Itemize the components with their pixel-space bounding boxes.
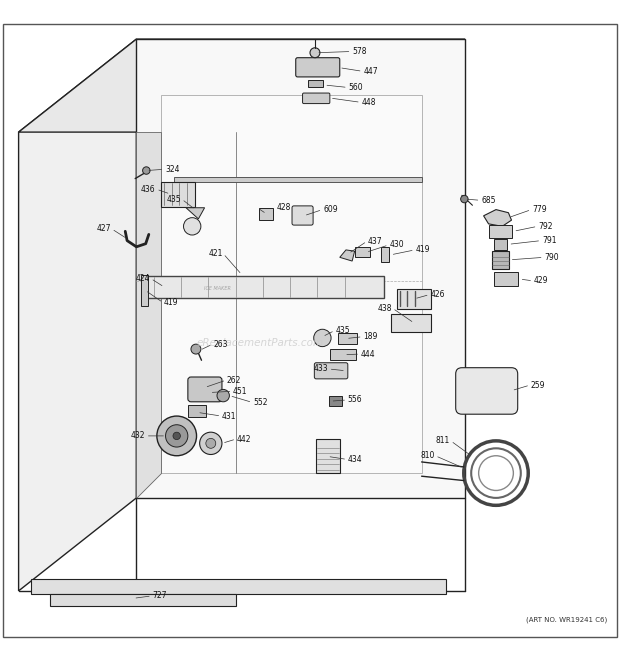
Bar <box>489 225 512 237</box>
Text: 779: 779 <box>532 205 547 214</box>
Text: 552: 552 <box>253 398 267 407</box>
Text: 444: 444 <box>361 350 376 358</box>
Polygon shape <box>161 95 422 473</box>
FancyBboxPatch shape <box>188 377 222 402</box>
Text: 263: 263 <box>213 340 228 348</box>
Text: ICE MAKER: ICE MAKER <box>203 286 231 291</box>
Polygon shape <box>50 594 236 606</box>
Bar <box>338 333 356 344</box>
Circle shape <box>206 438 216 448</box>
Text: 419: 419 <box>164 298 178 307</box>
Polygon shape <box>381 247 389 262</box>
FancyBboxPatch shape <box>292 206 313 225</box>
Text: 262: 262 <box>227 375 241 385</box>
Text: 430: 430 <box>389 241 404 249</box>
Text: 426: 426 <box>430 290 445 299</box>
Text: 427: 427 <box>97 224 111 233</box>
Circle shape <box>143 167 150 175</box>
Text: 792: 792 <box>538 222 552 231</box>
Bar <box>330 349 356 360</box>
Bar <box>355 247 370 257</box>
Text: 433: 433 <box>313 364 328 373</box>
Circle shape <box>200 432 222 455</box>
Text: 435: 435 <box>335 326 350 335</box>
Text: 428: 428 <box>277 203 291 212</box>
Text: 811: 811 <box>436 436 450 446</box>
Text: 791: 791 <box>542 236 556 245</box>
Polygon shape <box>484 210 512 226</box>
Text: 437: 437 <box>368 237 383 246</box>
Text: (ART NO. WR19241 C6): (ART NO. WR19241 C6) <box>526 617 608 623</box>
Text: 436: 436 <box>141 184 156 194</box>
Bar <box>316 439 340 473</box>
Text: 790: 790 <box>544 253 559 262</box>
FancyBboxPatch shape <box>296 58 340 77</box>
Text: 431: 431 <box>222 412 236 420</box>
Text: 435: 435 <box>166 194 181 204</box>
Bar <box>494 239 507 250</box>
Text: 189: 189 <box>363 332 378 341</box>
Polygon shape <box>19 39 136 591</box>
Text: 556: 556 <box>348 395 363 405</box>
FancyBboxPatch shape <box>456 368 518 414</box>
Text: 424: 424 <box>136 274 150 283</box>
Polygon shape <box>340 250 355 261</box>
Text: 685: 685 <box>481 196 495 205</box>
Text: 432: 432 <box>131 432 145 440</box>
Text: 324: 324 <box>165 165 179 174</box>
Bar <box>329 396 342 406</box>
Bar <box>308 80 323 87</box>
Text: 438: 438 <box>378 303 392 313</box>
Text: 421: 421 <box>208 249 223 258</box>
Bar <box>259 208 273 220</box>
Text: 609: 609 <box>323 205 338 214</box>
Text: 448: 448 <box>361 98 376 107</box>
FancyBboxPatch shape <box>303 93 330 104</box>
Text: 259: 259 <box>531 381 545 389</box>
Text: 447: 447 <box>363 67 378 76</box>
Polygon shape <box>136 132 161 498</box>
Circle shape <box>461 196 468 203</box>
Text: 578: 578 <box>352 47 366 56</box>
Polygon shape <box>174 176 422 182</box>
Circle shape <box>217 389 229 402</box>
Polygon shape <box>143 276 384 298</box>
Polygon shape <box>31 578 446 594</box>
Text: 560: 560 <box>348 83 363 92</box>
Bar <box>391 315 431 332</box>
Bar <box>492 251 509 268</box>
Polygon shape <box>136 39 465 498</box>
Bar <box>494 272 518 286</box>
Polygon shape <box>188 405 206 417</box>
Bar <box>397 289 431 309</box>
Text: 810: 810 <box>420 451 435 460</box>
Text: 727: 727 <box>153 592 167 600</box>
Circle shape <box>314 329 331 346</box>
Circle shape <box>191 344 201 354</box>
Circle shape <box>173 432 180 440</box>
Text: 442: 442 <box>237 434 251 444</box>
Circle shape <box>184 217 201 235</box>
FancyBboxPatch shape <box>314 363 348 379</box>
Text: 434: 434 <box>348 455 363 464</box>
Bar <box>161 182 195 206</box>
Text: 429: 429 <box>534 276 548 286</box>
Text: 451: 451 <box>233 387 247 396</box>
Circle shape <box>310 48 320 58</box>
Text: eReplacementParts.com: eReplacementParts.com <box>197 338 324 348</box>
Circle shape <box>157 416 197 455</box>
Polygon shape <box>19 39 465 132</box>
Polygon shape <box>186 208 205 219</box>
Circle shape <box>166 425 188 447</box>
Text: 419: 419 <box>415 245 430 254</box>
Polygon shape <box>141 275 148 305</box>
